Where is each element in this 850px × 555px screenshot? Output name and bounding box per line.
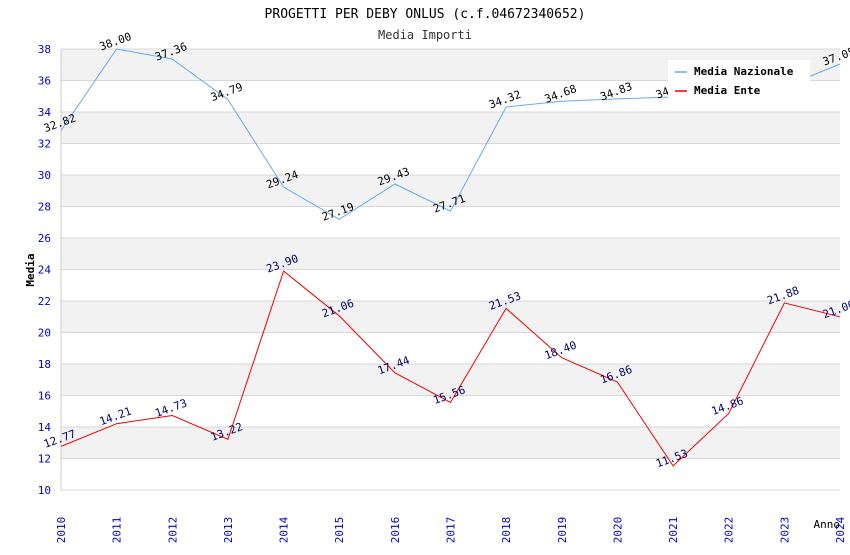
series-line-media-ente xyxy=(60,270,841,467)
x-tick-label: 2013 xyxy=(222,517,235,544)
y-tick-label: 10 xyxy=(38,484,51,497)
y-tick-label: 24 xyxy=(38,264,52,277)
y-tick-label: 16 xyxy=(38,390,51,403)
grid-bands xyxy=(61,49,840,459)
y-tick-label: 34 xyxy=(38,106,52,119)
y-tick-label: 14 xyxy=(38,421,52,434)
data-label: 18.40 xyxy=(543,339,579,363)
x-tick-label: 2022 xyxy=(723,517,736,544)
grid-band xyxy=(61,175,840,207)
x-tick-label: 2016 xyxy=(389,517,402,544)
y-tick-label: 18 xyxy=(38,358,51,371)
y-tick-label: 28 xyxy=(38,201,51,214)
grid-band xyxy=(61,301,840,333)
x-axis-label: Anno xyxy=(814,518,841,531)
data-label: 34.83 xyxy=(598,80,634,104)
grid-band xyxy=(61,238,840,270)
grid-band xyxy=(61,112,840,144)
grid-band xyxy=(61,364,840,396)
y-tick-label: 12 xyxy=(38,453,51,466)
chart-title: PROGETTI PER DEBY ONLUS (c.f.04672340652… xyxy=(265,7,586,22)
legend: Media Nazionale Media Ente xyxy=(668,60,810,102)
x-tick-label: 2014 xyxy=(278,516,291,543)
data-label: 14.73 xyxy=(153,396,189,420)
data-label: 34.32 xyxy=(487,88,523,112)
x-tick-label: 2020 xyxy=(611,517,624,544)
legend-label-media-nazionale: Media Nazionale xyxy=(694,65,794,78)
data-label: 34.68 xyxy=(543,82,579,106)
grid-lines xyxy=(60,48,840,491)
x-tick-label: 2015 xyxy=(333,517,346,544)
x-tick-label: 2018 xyxy=(500,517,513,544)
x-tick-label: 2010 xyxy=(55,517,68,544)
y-axis-label: Media xyxy=(24,253,37,286)
x-tick-label: 2017 xyxy=(445,517,458,544)
x-tick-label: 2019 xyxy=(556,517,569,544)
legend-background xyxy=(668,60,810,102)
y-axis-ticks: 10 12 14 16 18 20 22 24 26 28 30 32 34 36 38 xyxy=(38,43,52,497)
chart-subtitle: Media Importi xyxy=(378,28,472,42)
x-tick-label: 2012 xyxy=(166,517,179,544)
legend-label-media-ente: Media Ente xyxy=(694,84,761,97)
y-tick-label: 32 xyxy=(38,138,51,151)
data-label: 34.79 xyxy=(209,80,245,104)
y-tick-label: 38 xyxy=(38,43,51,56)
y-tick-label: 26 xyxy=(38,232,51,245)
x-tick-label: 2011 xyxy=(111,517,124,544)
x-axis-ticks: 2010 2011 2012 2013 2014 2015 2016 2017 2018 2019… xyxy=(55,516,847,543)
y-tick-label: 20 xyxy=(38,327,51,340)
grid-band xyxy=(61,427,840,459)
x-tick-label: 2024 xyxy=(834,516,847,543)
x-tick-label: 2023 xyxy=(778,517,791,544)
y-tick-label: 22 xyxy=(38,295,51,308)
x-tick-label: 2021 xyxy=(667,517,680,544)
y-tick-label: 30 xyxy=(38,169,51,182)
y-tick-label: 36 xyxy=(38,75,51,88)
